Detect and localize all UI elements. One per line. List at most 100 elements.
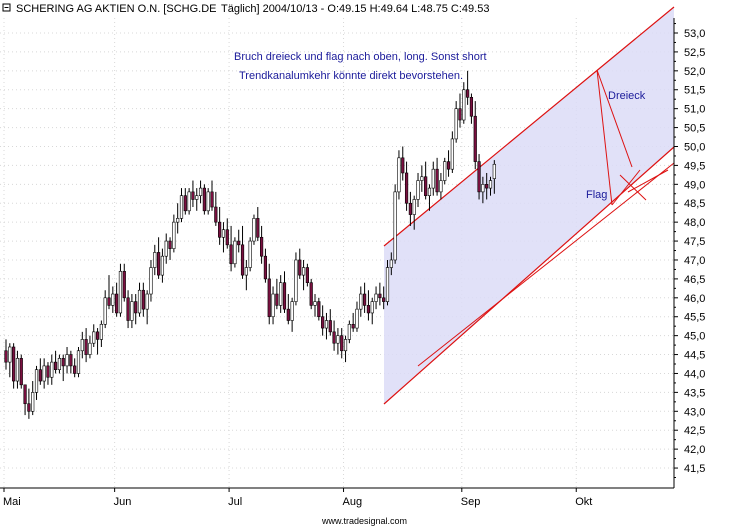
candle-body [130,301,134,321]
candle-body [53,361,58,370]
x-month-label: Jun [114,496,132,508]
candle-body [336,335,340,344]
candle-body [351,323,355,329]
candle-body [431,168,435,189]
candle-body [168,240,172,249]
candle-body [366,305,371,314]
candle-body [46,365,50,378]
candle-body [57,358,62,370]
candle-body [458,108,462,121]
candle-body [340,335,344,352]
candle-body [466,89,470,98]
candle-body [103,297,107,325]
header-bar: SCHERING AG AKTIEN O.N. [SCHG.DE Täglich… [2,3,489,15]
channel-lower-line [383,146,675,405]
candle-body [248,240,252,268]
candle-body [23,384,27,405]
x-axis: Mai Jun Jul Aug Sep Okt [0,487,674,508]
y-tick-label: 43,0 [684,406,705,418]
collapse-box-icon[interactable] [2,3,11,12]
candle-body [122,271,126,299]
candle-body [374,293,378,302]
candle-body [115,293,119,314]
candle-body [92,331,96,344]
candle-body [263,255,268,280]
candle-body [454,108,458,140]
annotation-note-1: Bruch dreieck und flag nach oben, long. … [234,51,487,63]
candle-body [202,187,206,212]
y-tick-label: 42,5 [684,425,705,437]
candle-body [286,308,290,321]
triangle-left-line [596,69,613,206]
y-tick-label: 47,0 [684,255,705,267]
candle-body [34,369,39,393]
candle-body [382,297,386,302]
candle-body [107,297,111,306]
candle-body [237,240,241,246]
y-axis: 53,0 52,5 52,0 51,5 51,0 50,5 50,0 49,5 49,0 48,5… [673,18,705,488]
candle-body [244,267,248,276]
candle-body [61,358,65,367]
channel-upper-line [383,6,675,247]
candle-body [145,293,149,310]
candle-body [488,180,493,189]
candle-body [267,278,271,318]
candle-body [298,259,302,276]
candle-body [50,361,54,378]
candle-body [416,180,420,200]
candle-body [305,267,309,283]
candle-body [195,195,199,200]
candle-body [404,172,409,204]
x-month-label: Mai [3,496,21,508]
y-tick-label: 48,0 [684,217,705,229]
candle-body [42,365,46,382]
candle-body [233,240,237,265]
y-tick-label: 43,5 [684,387,705,399]
candle-body [473,115,477,162]
y-tick-label: 46,5 [684,274,705,286]
y-tick-label: 52,0 [684,66,705,78]
candle-body [492,163,496,179]
candle-body [229,244,233,265]
candle-body [309,282,313,306]
y-tick-label: 48,5 [684,198,705,210]
candle-body [347,323,351,340]
candle-body [134,301,138,314]
candle-body [141,289,145,310]
candle-body [252,218,256,242]
candle-body [450,138,454,170]
candle-body [8,346,12,363]
candle-body [12,346,16,382]
candle-body [393,191,397,261]
candle-body [4,350,8,363]
candle-body [99,323,103,340]
candle-body [137,289,142,314]
candle-body [271,293,275,318]
y-tick-label: 51,5 [684,85,705,97]
candle-body [198,187,203,196]
candle-body [111,293,115,306]
candle-body [38,369,42,382]
candle-body [240,244,245,276]
candle-body [69,354,73,367]
triangle-lower-line [611,169,641,206]
y-tick-label: 47,5 [684,236,705,248]
candle-body [332,331,336,344]
annotation-triangle-label: Dreieck [608,90,646,102]
y-tick-label: 45,5 [684,312,705,324]
candles-layer [4,70,496,419]
candle-body [172,221,176,249]
y-tick-label: 44,0 [684,368,705,380]
candle-body [15,358,20,382]
candle-body [401,157,405,174]
candle-body [206,191,210,212]
candle-body [126,297,130,321]
candle-body [260,236,264,257]
candle-body [477,161,481,193]
candle-body [420,176,424,181]
candle-body [435,168,439,193]
candle-body [317,301,321,318]
candle-body [256,218,260,238]
candle-body [397,157,401,193]
candle-body [19,358,23,386]
